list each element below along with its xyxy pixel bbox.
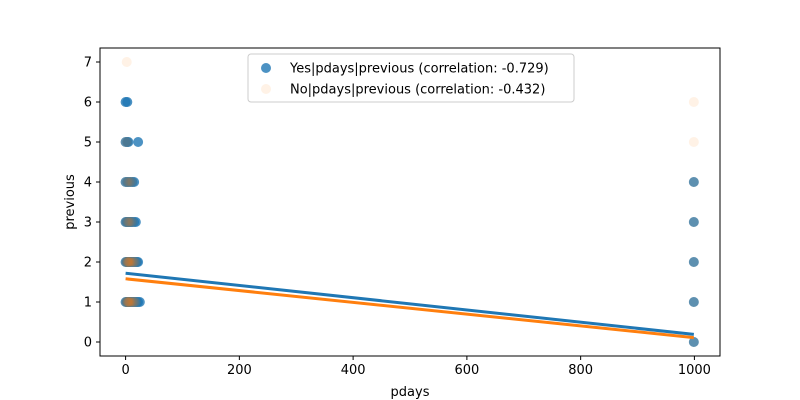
data-point (688, 177, 699, 187)
x-tick-label: 600 (454, 363, 479, 378)
data-point (120, 137, 131, 147)
data-point (126, 257, 137, 267)
x-axis-label: pdays (391, 385, 430, 400)
data-point (123, 137, 134, 147)
x-tick-label: 800 (568, 363, 593, 378)
data-point (122, 297, 133, 307)
data-point (128, 257, 139, 267)
legend-label: No|pdays|previous (correlation: -0.432) (290, 83, 545, 98)
legend-box (247, 53, 575, 103)
data-point (130, 297, 141, 307)
data-point (122, 97, 133, 107)
y-tick-label: 0 (84, 336, 92, 351)
data-point (688, 297, 699, 307)
x-axis: 0 200 400 600 800 1000 (121, 356, 711, 378)
data-point (688, 217, 699, 227)
y-axis: 0 1 2 3 4 5 6 7 (84, 56, 100, 351)
data-point (124, 217, 135, 227)
data-point (121, 57, 132, 67)
data-point (127, 297, 138, 307)
data-point (688, 337, 699, 347)
x-tick-label: 200 (227, 363, 252, 378)
data-point (130, 217, 141, 227)
data-point (125, 177, 136, 187)
plot-area (120, 57, 699, 347)
regression-line-no (125, 277, 694, 340)
legend-marker (261, 63, 271, 73)
x-tick-label: 0 (121, 363, 129, 378)
y-tick-label: 1 (84, 296, 92, 311)
data-point (127, 177, 138, 187)
data-point (134, 297, 145, 307)
series-no-points (120, 57, 699, 347)
data-point (121, 297, 132, 307)
data-point (127, 257, 138, 267)
data-point (120, 257, 131, 267)
data-point (688, 177, 699, 187)
x-tick-label: 400 (341, 363, 366, 378)
series-yes-points (120, 97, 699, 347)
x-tick-label: 1000 (678, 363, 711, 378)
data-point (124, 297, 135, 307)
data-point (688, 97, 699, 107)
data-point (133, 257, 144, 267)
legend: Yes|pdays|previous (correlation: -0.729)… (247, 53, 575, 103)
y-tick-label: 2 (84, 256, 92, 271)
data-point (124, 257, 135, 267)
data-point (128, 297, 139, 307)
y-tick-label: 3 (84, 216, 92, 231)
data-point (122, 257, 133, 267)
y-tick-label: 6 (84, 96, 92, 111)
y-tick-label: 5 (84, 136, 92, 151)
data-point (124, 257, 135, 267)
regression-line-yes (125, 271, 694, 336)
data-point (688, 257, 699, 267)
axes-frame (99, 47, 721, 357)
data-point (688, 337, 699, 347)
data-point (124, 177, 135, 187)
data-point (688, 297, 699, 307)
data-point (124, 297, 135, 307)
data-point (129, 177, 140, 187)
y-axis-label: previous (63, 174, 78, 230)
data-point (122, 297, 133, 307)
data-point (122, 137, 133, 147)
y-tick-label: 7 (84, 56, 92, 71)
data-point (129, 257, 140, 267)
data-point (122, 177, 133, 187)
data-point (123, 257, 134, 267)
data-point (130, 257, 141, 267)
legend-label: Yes|pdays|previous (correlation: -0.729) (289, 62, 549, 77)
y-tick-label: 4 (84, 176, 92, 191)
data-point (121, 257, 132, 267)
data-point (126, 297, 137, 307)
legend-marker (261, 84, 271, 94)
data-point (129, 297, 140, 307)
data-point (123, 217, 134, 227)
data-point (120, 217, 131, 227)
data-point (133, 137, 144, 147)
data-point (688, 217, 699, 227)
data-point (125, 257, 136, 267)
data-point (120, 177, 131, 187)
data-point (688, 257, 699, 267)
data-point (120, 297, 131, 307)
data-point (127, 217, 138, 227)
data-point (122, 257, 133, 267)
data-point (688, 137, 699, 147)
data-point (123, 297, 134, 307)
data-point (122, 217, 133, 227)
data-point (125, 297, 136, 307)
data-point (126, 217, 137, 227)
